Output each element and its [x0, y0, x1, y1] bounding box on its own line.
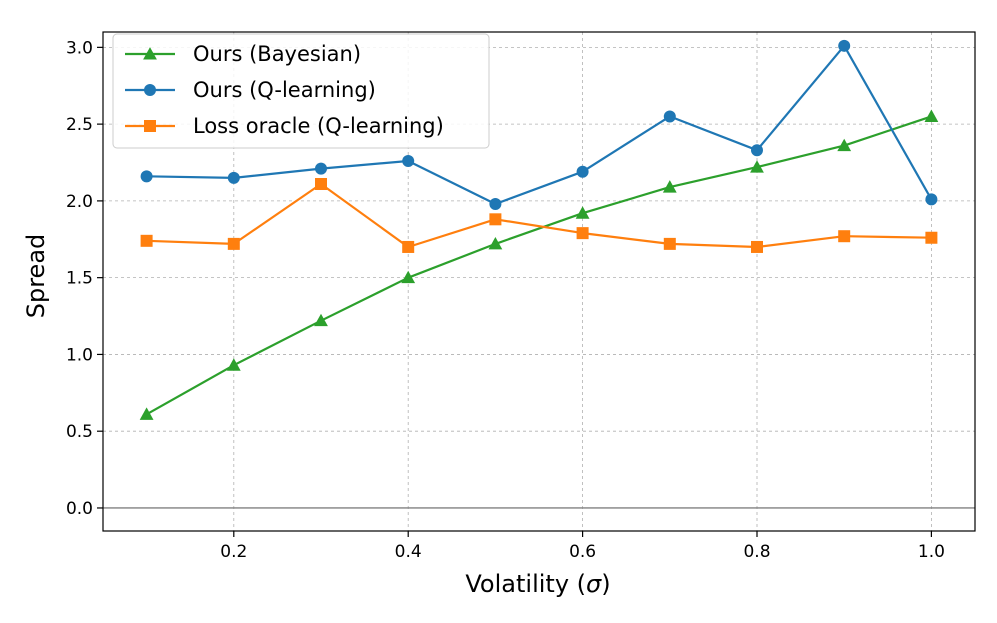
legend-marker: [143, 47, 157, 60]
legend-marker: [144, 84, 156, 96]
data-point-square: [140, 234, 153, 247]
data-point-circle: [663, 110, 676, 123]
y-axis-ticks: 0.0 0.5 1.0 1.5 2.0 2.5 3.0: [66, 38, 103, 519]
data-point-square: [925, 231, 938, 244]
x-axis-ticks: 0.2 0.4 0.6 0.8 1.0: [220, 531, 945, 562]
y-tick-label: 0.0: [66, 499, 93, 519]
data-point-circle: [751, 144, 763, 157]
data-point-triangle: [662, 180, 677, 193]
legend-item: Ours (Bayesian): [125, 42, 361, 66]
data-point-triangle: [575, 206, 590, 219]
series-3: [140, 178, 938, 253]
data-point-triangle: [837, 138, 852, 152]
x-tick-label: 0.2: [220, 542, 247, 562]
data-point-triangle: [226, 358, 241, 371]
data-point-square: [227, 237, 240, 250]
plot-frame: [102, 31, 976, 532]
x-axis-label: Volatility (σ): [465, 570, 610, 598]
data-point-triangle: [750, 160, 764, 173]
series-1: [139, 109, 939, 420]
data-point-circle: [315, 162, 327, 175]
legend-label: Ours (Bayesian): [193, 42, 361, 66]
x-tick-label: 1.0: [918, 542, 945, 562]
data-point-triangle: [139, 407, 154, 420]
y-axis-label: Spread: [22, 234, 50, 319]
data-point-square: [663, 237, 676, 250]
legend-marker: [144, 120, 156, 132]
y-tick-label: 0.5: [66, 422, 93, 442]
data-point-circle: [227, 171, 240, 184]
legend-label: Loss oracle (Q-learning): [193, 114, 444, 138]
y-tick-label: 2.0: [66, 192, 93, 212]
data-point-circle: [402, 154, 415, 167]
data-point-square: [315, 178, 327, 191]
legend-item: Loss oracle (Q-learning): [125, 114, 444, 138]
data-point-triangle: [924, 109, 939, 122]
data-point-circle: [489, 197, 502, 210]
x-tick-label: 0.8: [743, 542, 770, 562]
legend: Ours (Bayesian) Ours (Q-learning) Loss ora…: [112, 33, 490, 149]
data-point-square: [402, 240, 415, 253]
data-point-circle: [140, 170, 153, 183]
data-point-triangle: [314, 313, 328, 327]
legend-item: Ours (Q-learning): [125, 78, 376, 102]
data-point-circle: [925, 193, 938, 206]
data-point-circle: [838, 39, 851, 52]
data-point-triangle: [488, 236, 503, 250]
series-line: [146, 44, 933, 206]
data-point-square: [838, 230, 851, 243]
y-tick-label: 1.5: [66, 269, 93, 289]
y-tick-label: 2.5: [66, 115, 93, 135]
data-point-circle: [576, 165, 589, 178]
data-point-square: [751, 240, 763, 253]
data-point-square: [576, 227, 589, 240]
x-tick-label: 0.6: [569, 542, 596, 562]
data-point-square: [489, 213, 502, 226]
y-tick-label: 3.0: [66, 38, 93, 58]
legend-box: [112, 33, 490, 149]
legend-label: Ours (Q-learning): [193, 78, 376, 102]
x-tick-label: 0.4: [395, 542, 422, 562]
series-2: [140, 39, 938, 210]
series-group: [139, 39, 939, 420]
data-point-triangle: [401, 270, 416, 284]
series-line: [146, 115, 932, 416]
series-line: [146, 182, 932, 249]
y-tick-label: 1.0: [66, 345, 93, 365]
